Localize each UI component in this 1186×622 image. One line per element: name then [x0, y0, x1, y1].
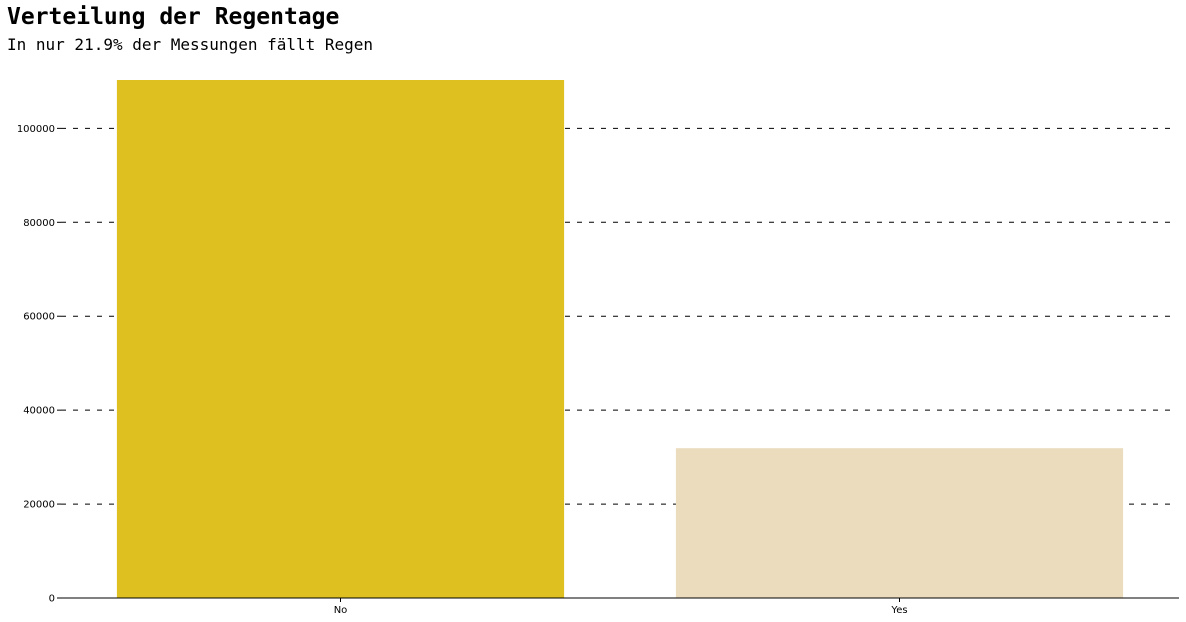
y-tick-label: 100000	[17, 124, 55, 135]
x-tick-label: No	[334, 605, 348, 616]
x-tick-label: Yes	[890, 605, 907, 616]
y-tick-label: 40000	[23, 406, 55, 417]
bar-no	[116, 80, 565, 598]
y-tick-label: 0	[49, 594, 55, 605]
axes: 0 20000 40000 60000 80000 100000 No Yes	[17, 124, 1179, 616]
y-tick-label: 60000	[23, 312, 55, 323]
bar-yes	[675, 448, 1124, 598]
chart-title: Verteilung der Regentage	[7, 4, 340, 30]
bars	[116, 80, 1124, 598]
y-tick-label: 20000	[23, 500, 55, 511]
y-tick-label: 80000	[23, 218, 55, 229]
chart-subtitle: In nur 21.9% der Messungen fällt Regen	[7, 35, 374, 54]
